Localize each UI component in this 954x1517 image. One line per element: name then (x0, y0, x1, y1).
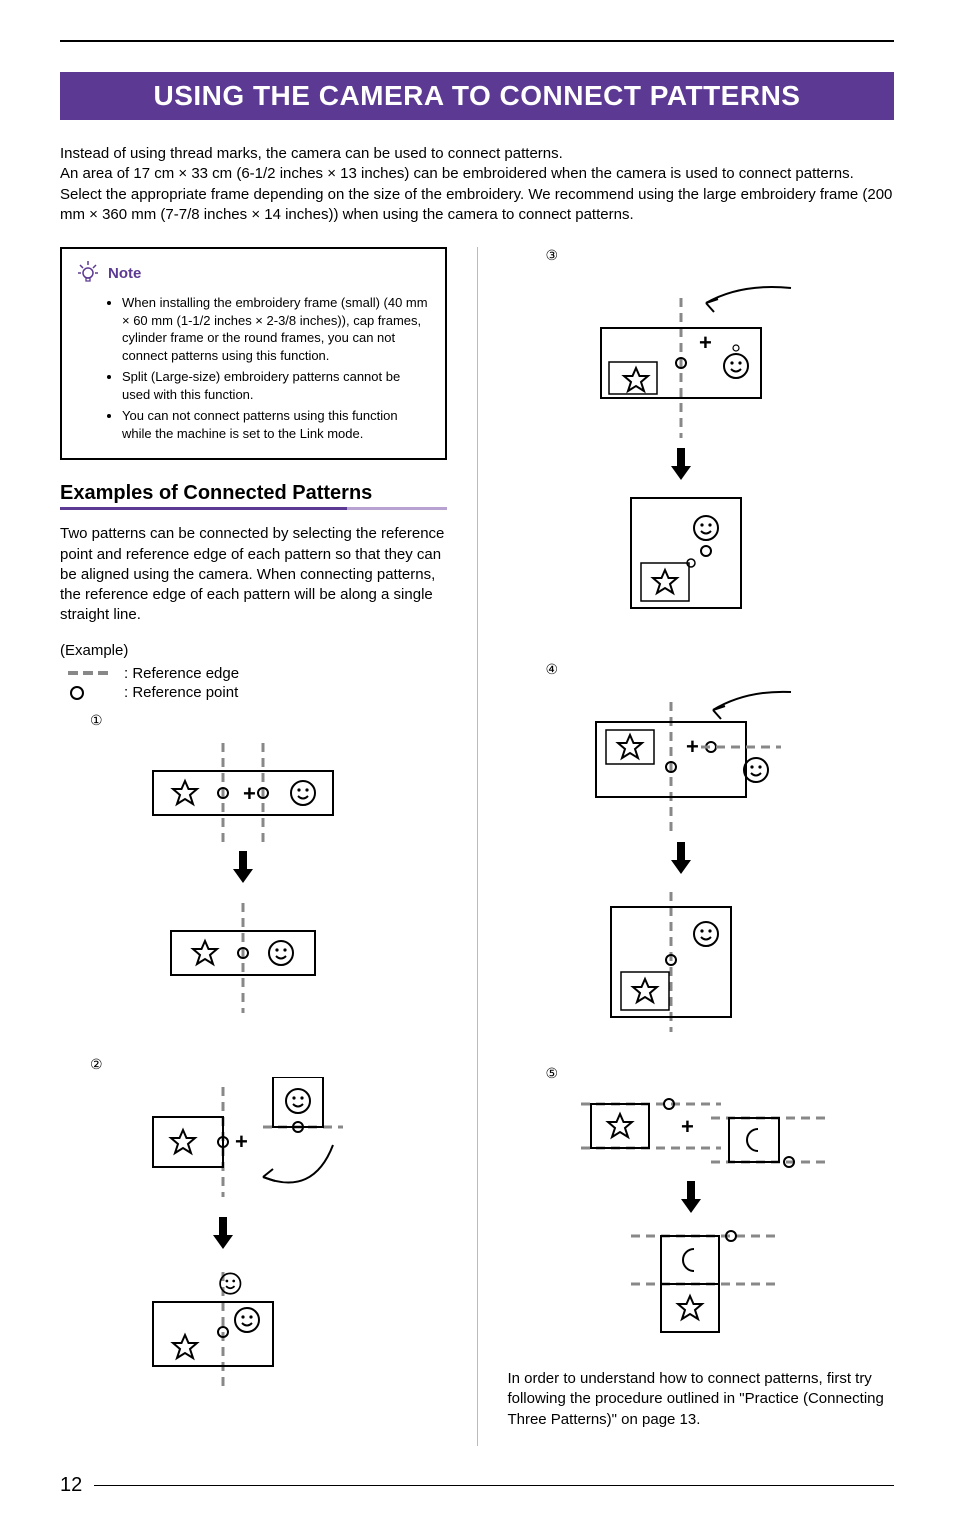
example-label: (Example) (60, 642, 447, 659)
diagram-5: + (507, 1086, 894, 1351)
diagram-4: + (507, 682, 894, 1047)
note-item: You can not connect patterns using this … (122, 407, 431, 442)
two-column-layout: Note When installing the embroidery fram… (60, 247, 894, 1446)
legend-ref-point: : Reference point (68, 684, 447, 702)
legend: : Reference edge : Reference point (60, 665, 447, 702)
diagram-label-1: ① (90, 712, 103, 729)
note-list: When installing the embroidery frame (sm… (76, 294, 431, 442)
closing-text: In order to understand how to connect pa… (507, 1369, 894, 1430)
column-divider (477, 247, 478, 1446)
page-footer: 12 (60, 1474, 894, 1497)
note-item: Split (Large-size) embroidery patterns c… (122, 368, 431, 403)
intro-line-2: An area of 17 cm × 33 cm (6-1/2 inches ×… (60, 164, 894, 225)
lightbulb-icon (76, 259, 100, 288)
top-rule (60, 40, 894, 42)
diagram-label-2: ② (90, 1056, 103, 1073)
diagram-label-4: ④ (545, 661, 558, 678)
svg-text:+: + (681, 1114, 694, 1139)
legend-ref-edge: : Reference edge (68, 665, 447, 682)
note-header: Note (76, 259, 431, 288)
legend-edge-text: : Reference edge (124, 665, 239, 682)
svg-text:+: + (235, 1129, 248, 1154)
dash-icon (68, 666, 112, 680)
note-box: Note When installing the embroidery fram… (60, 247, 447, 460)
note-title: Note (108, 265, 141, 282)
right-column: ③ + (507, 247, 894, 1446)
diagram-2: + (60, 1077, 447, 1402)
intro-block: Instead of using thread marks, the camer… (60, 144, 894, 225)
circle-icon (68, 684, 112, 702)
intro-line-1: Instead of using thread marks, the camer… (60, 144, 894, 164)
page-banner: USING THE CAMERA TO CONNECT PATTERNS (60, 72, 894, 120)
left-column: Note When installing the embroidery fram… (60, 247, 447, 1446)
section-heading: Examples of Connected Patterns (60, 482, 447, 510)
svg-text:+: + (243, 781, 256, 806)
svg-text:+: + (699, 330, 712, 355)
diagram-label-5: ⑤ (545, 1065, 558, 1082)
page-number: 12 (60, 1474, 82, 1497)
footer-rule (94, 1485, 894, 1486)
diagram-3: + (507, 268, 894, 643)
svg-text:+: + (686, 734, 699, 759)
diagram-1: + (60, 733, 447, 1038)
diagram-label-3: ③ (545, 247, 558, 264)
legend-point-text: : Reference point (124, 684, 238, 701)
note-item: When installing the embroidery frame (sm… (122, 294, 431, 364)
section-body: Two patterns can be connected by selecti… (60, 524, 447, 625)
